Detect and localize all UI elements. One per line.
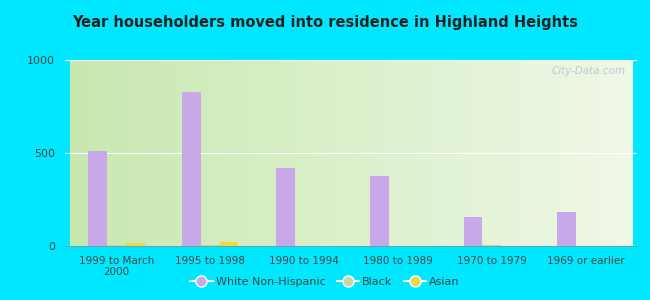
Bar xyxy=(557,212,576,246)
Bar xyxy=(182,92,201,246)
Bar xyxy=(88,151,107,246)
Bar xyxy=(201,244,220,246)
Legend: White Non-Hispanic, Black, Asian: White Non-Hispanic, Black, Asian xyxy=(186,273,464,291)
Bar xyxy=(482,245,501,246)
Bar xyxy=(276,168,294,246)
Bar xyxy=(126,243,145,246)
Bar xyxy=(220,242,239,246)
Bar xyxy=(370,176,389,246)
Text: City-Data.com: City-Data.com xyxy=(551,66,625,76)
Bar xyxy=(107,245,126,246)
Text: Year householders moved into residence in Highland Heights: Year householders moved into residence i… xyxy=(72,15,578,30)
Bar xyxy=(463,217,482,246)
